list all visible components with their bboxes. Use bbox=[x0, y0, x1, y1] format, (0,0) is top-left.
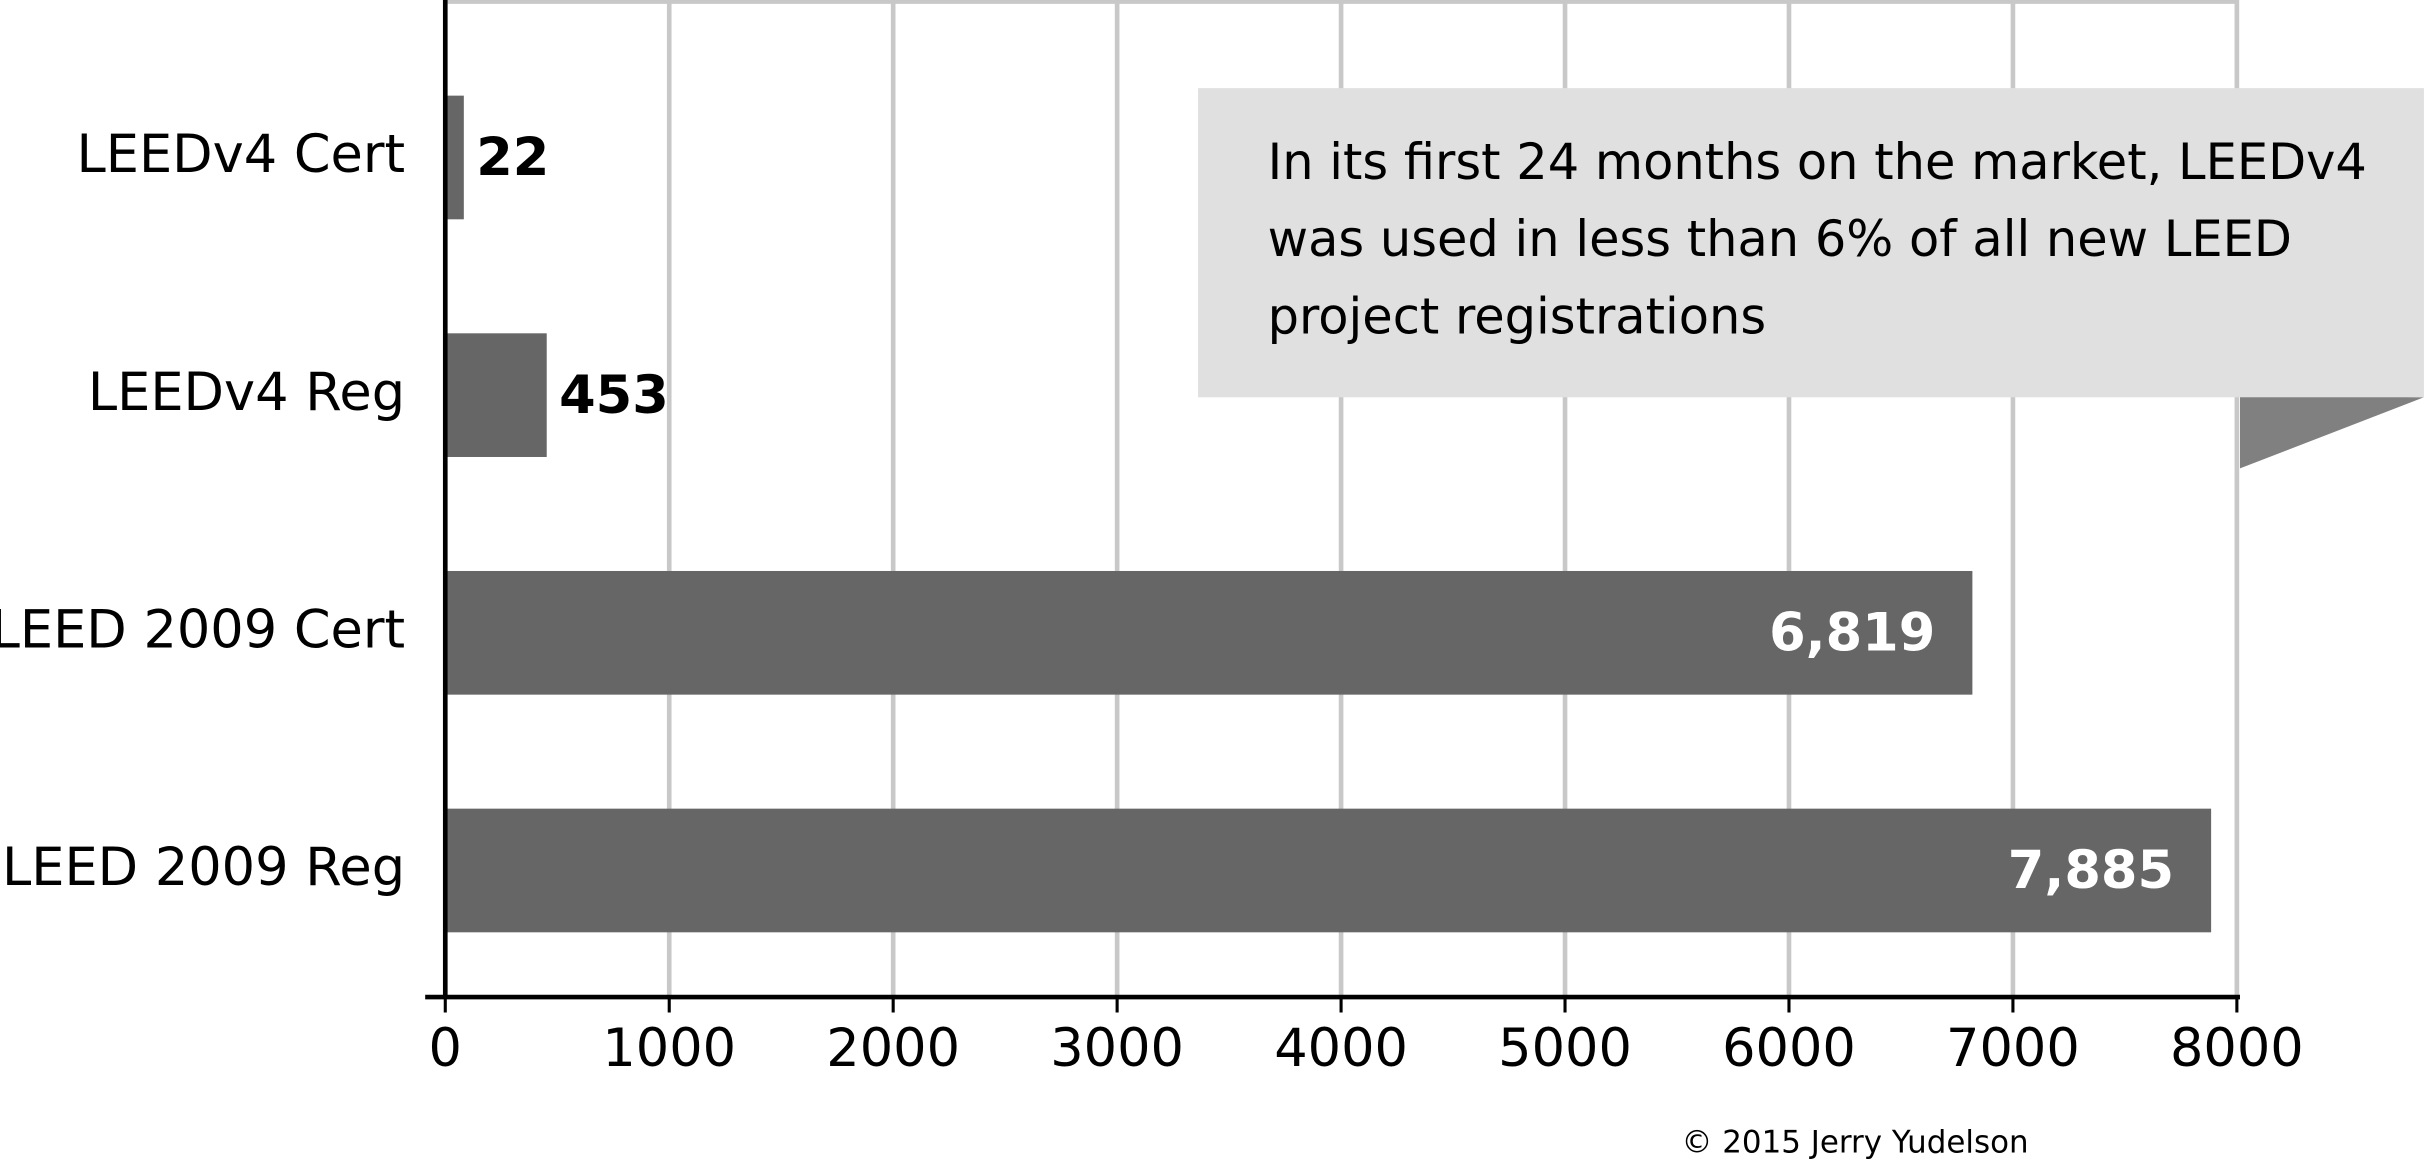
value-label: 7,885 bbox=[2008, 840, 2174, 901]
bar bbox=[445, 95, 464, 220]
x-tick-label: 5000 bbox=[1498, 1018, 1632, 1079]
x-tick-label: 2000 bbox=[826, 1018, 960, 1079]
y-tick-label: LEEDv4 Reg bbox=[88, 362, 405, 423]
callout-pointer bbox=[2239, 394, 2424, 469]
annotation-line: project registrations bbox=[1268, 287, 1766, 345]
value-label: 22 bbox=[476, 127, 549, 188]
bar bbox=[445, 570, 1973, 695]
callout-text: In its first 24 months on the market, LE… bbox=[1268, 133, 2367, 346]
x-tick-label: 1000 bbox=[602, 1018, 736, 1079]
bars bbox=[445, 95, 2212, 933]
annotation-line: In its first 24 months on the market, LE… bbox=[1268, 133, 2367, 191]
credit: © 2015 Jerry Yudelson bbox=[1682, 1124, 2029, 1160]
x-tick-label: 7000 bbox=[1946, 1018, 2080, 1079]
x-tick-label: 6000 bbox=[1722, 1018, 1856, 1079]
value-label: 6,819 bbox=[1769, 603, 1935, 664]
y-tick-label: LEED 2009 Cert bbox=[0, 599, 405, 660]
bar bbox=[445, 333, 547, 457]
x-tick-label: 3000 bbox=[1050, 1018, 1184, 1079]
annotation-line: was used in less than 6% of all new LEED bbox=[1268, 210, 2292, 268]
y-tick-label: LEED 2009 Reg bbox=[2, 837, 405, 898]
x-tick-label: 8000 bbox=[2170, 1018, 2304, 1079]
y-tick-label: LEEDv4 Cert bbox=[76, 124, 405, 185]
value-label: 453 bbox=[559, 365, 669, 426]
callout-box bbox=[1198, 88, 2424, 398]
x-tick-label: 4000 bbox=[1274, 1018, 1408, 1079]
bar bbox=[445, 808, 2212, 933]
x-tick-label: 0 bbox=[429, 1018, 462, 1079]
